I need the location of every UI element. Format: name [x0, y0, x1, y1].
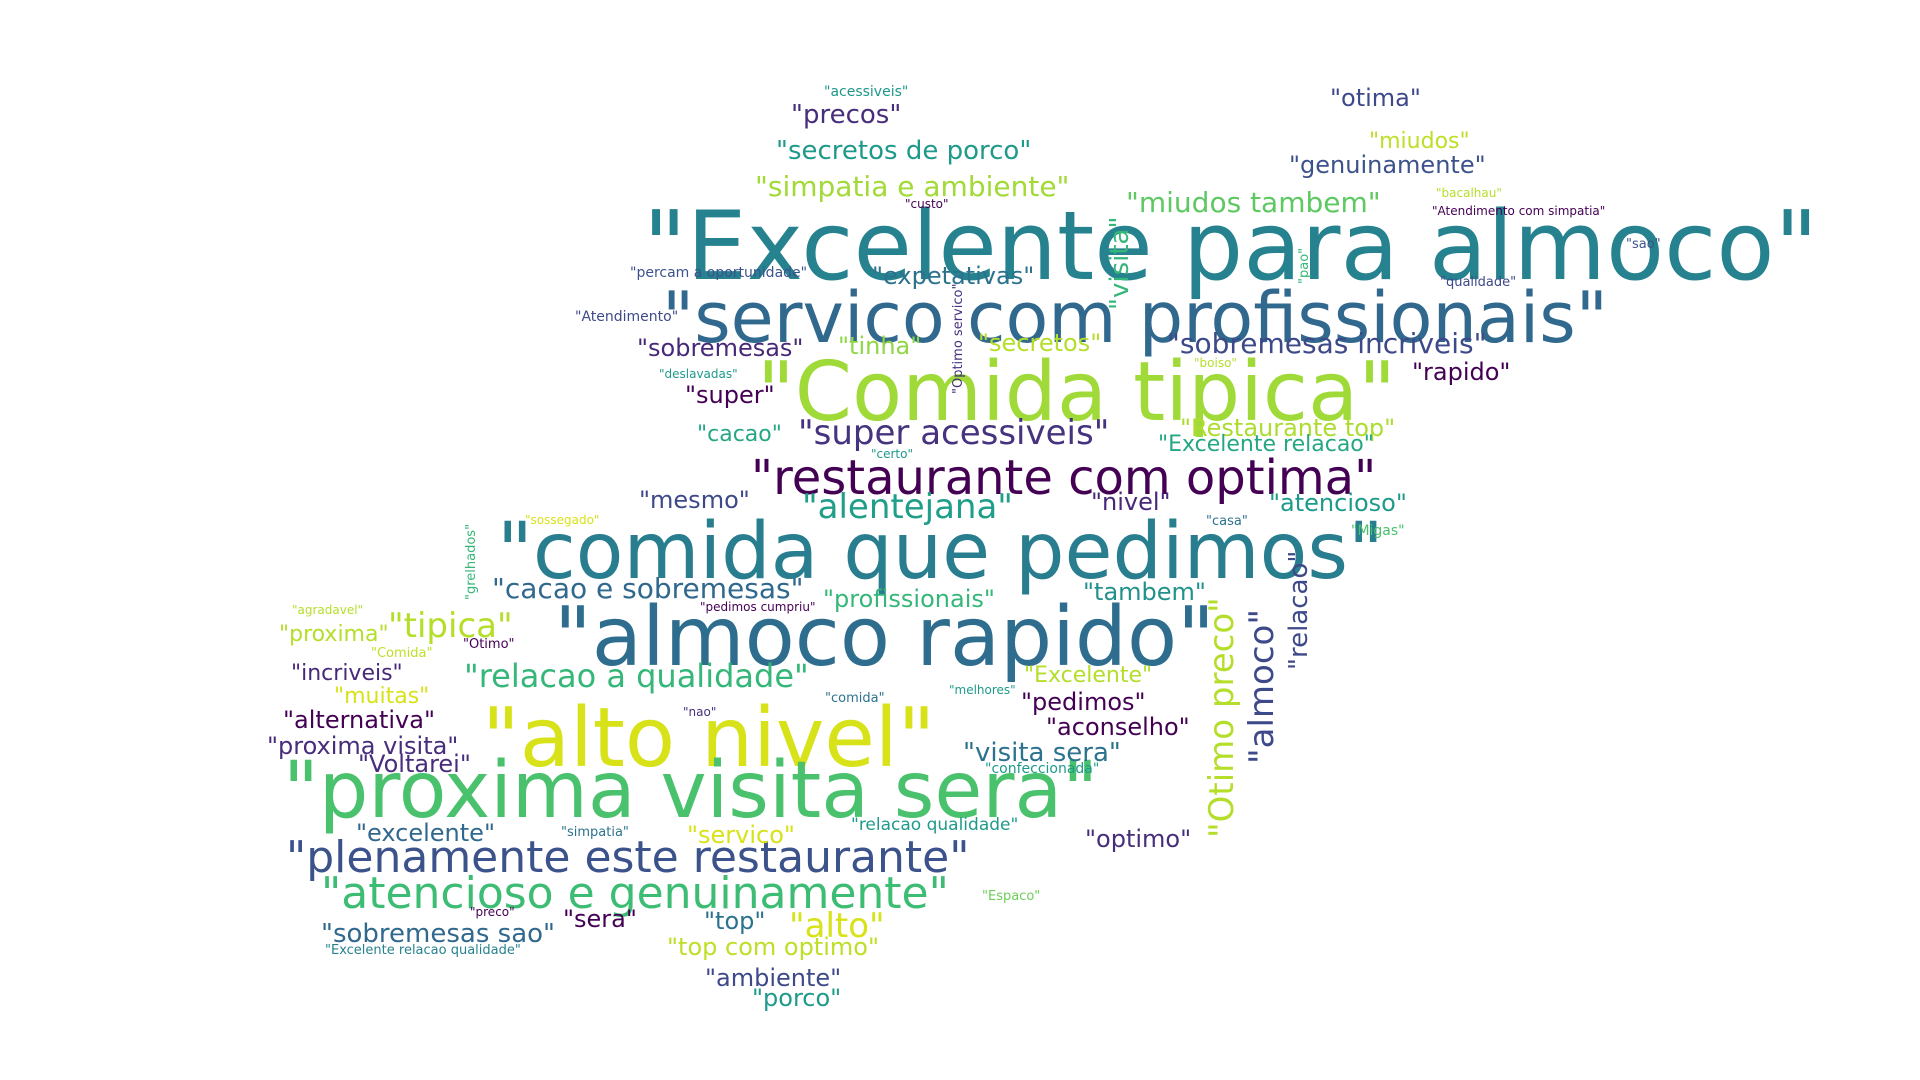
- word-almoco-vertical: "almoco": [1242, 609, 1282, 764]
- word-nivel: "nivel": [1091, 488, 1171, 516]
- word-pedimos-cumpriu: "pedimos cumpriu": [700, 600, 816, 614]
- word-restaurante-top: "Restaurante top": [1180, 414, 1396, 442]
- word-bacalhau: "bacalhau": [1436, 186, 1502, 200]
- word-proxima-visita-sera: "proxima visita sera": [283, 746, 1099, 836]
- word-otima: "otima": [1330, 84, 1421, 112]
- word-sera: "sera": [563, 905, 637, 933]
- word-servico: "servico": [687, 821, 795, 849]
- word-expetativas: "expetativas": [872, 262, 1035, 290]
- word-espaco: "Espaco": [982, 889, 1041, 904]
- word-grelhados-vertical: "grelhados": [464, 523, 479, 600]
- word-qualidade: "qualidade": [1440, 275, 1517, 290]
- word-porco: "porco": [752, 984, 842, 1012]
- word-atencioso-e-genuinamente: "atencioso e genuinamente": [321, 868, 949, 919]
- word-atencioso: "atencioso": [1269, 489, 1407, 517]
- word-visita-vertical: "visita": [1105, 216, 1135, 310]
- word-sobremesas-sao: "sobremesas sao": [321, 919, 555, 949]
- word-super-acessiveis: "super acessiveis": [798, 413, 1110, 453]
- word-almoco-rapido: "almoco rapido": [554, 590, 1215, 685]
- word-pao-vertical: "pao": [1297, 247, 1312, 284]
- word-excelente-small: "excelente": [356, 819, 495, 847]
- word-optimo: "optimo": [1085, 825, 1192, 853]
- word-percam-a-oportunidade: "percam a oportunidade": [630, 265, 808, 281]
- word-nao: "nao": [683, 705, 717, 719]
- word-ambiente: "ambiente": [705, 964, 842, 992]
- word-sossegado: "sossegado": [525, 513, 600, 527]
- word-relacao-qualidade: "relacao qualidade": [851, 815, 1019, 835]
- word-muitas: "muitas": [334, 684, 430, 709]
- word-secretos: "secretos": [978, 329, 1102, 357]
- word-miudos: "miudos": [1369, 129, 1470, 154]
- word-alentejana: "alentejana": [802, 487, 1013, 527]
- word-preco: "preco": [470, 905, 515, 919]
- word-top: "top": [704, 907, 766, 935]
- word-profissionais: "profissionais": [823, 585, 995, 613]
- word-otimo-preco-vertical: "Otimo preco": [1202, 597, 1242, 838]
- word-restaurante-com-optima: "restaurante com optima": [751, 450, 1377, 506]
- word-casa: "casa": [1206, 514, 1248, 529]
- word-proxima: "proxima": [279, 622, 389, 647]
- word-migas: "Migas": [1351, 523, 1405, 539]
- word-comida: "Comida": [371, 646, 433, 661]
- word-visita-sera: "visita sera": [963, 738, 1121, 768]
- word-secretos-de-porco: "secretos de porco": [776, 136, 1032, 166]
- word-tinha: "tinha": [838, 332, 922, 360]
- word-comida-que-pedimos: "comida que pedimos": [497, 507, 1384, 597]
- word-super: "super": [685, 381, 775, 409]
- word-otimo: "Otimo": [463, 637, 515, 652]
- word-optimo-servico-vertical: "Optimo servico": [951, 283, 966, 394]
- word-comida-small: "comida": [825, 691, 885, 706]
- word-incriveis: "incriveis": [291, 661, 403, 686]
- word-alternativa: "alternativa": [283, 706, 435, 734]
- word-proxima-visita: "proxima visita": [267, 732, 459, 760]
- word-sobremesas: "sobremesas": [637, 334, 804, 362]
- word-tambem: "tambem": [1083, 578, 1206, 606]
- word-certo: "certo": [871, 447, 913, 461]
- word-confeccionada: "confeccionada": [985, 761, 1100, 777]
- word-atendimento-com-simpatia: "Atendimento com simpatia": [1432, 204, 1606, 218]
- word-excelente: "Excelente": [1024, 663, 1153, 688]
- word-atendimento: "Atendimento": [575, 309, 679, 325]
- word-pedimos: "pedimos": [1021, 688, 1146, 716]
- word-aconselho: "aconselho": [1046, 713, 1190, 741]
- word-deslavadas: "deslavadas": [659, 367, 738, 381]
- word-cacao: "cacao": [697, 422, 782, 447]
- word-alto-nivel: "alto nivel": [482, 691, 936, 786]
- word-simpatia: "simpatia": [561, 825, 629, 840]
- word-voltarei: "Voltarei": [358, 750, 471, 778]
- word-simpatia-e-ambiente: "simpatia e ambiente": [755, 170, 1070, 203]
- word-melhores: "melhores": [949, 683, 1016, 697]
- word-acessiveis: "acessiveis": [824, 84, 909, 100]
- word-excelente-para-almoco: "Excelente para almoco": [643, 192, 1819, 302]
- word-relacao-vertical: "relacao": [1284, 550, 1314, 670]
- word-top-com-optimo: "top com optimo": [667, 933, 879, 961]
- word-sao: "sao": [1626, 237, 1661, 252]
- word-precos: "precos": [791, 100, 902, 130]
- word-servico-com-profissionais: "servico com profissionais": [662, 277, 1608, 359]
- word-boiso: "boiso": [1194, 356, 1237, 370]
- word-tipica: "tipica": [388, 606, 513, 646]
- word-sobremesas-incriveis: "sobremesas incriveis": [1167, 327, 1487, 360]
- word-genuinamente: "genuinamente": [1289, 151, 1486, 179]
- word-alto: "alto": [789, 906, 885, 946]
- word-miudos-tambem: "miudos tambem": [1126, 186, 1381, 219]
- word-plenamente-este-restaurante: "plenamente este restaurante": [286, 832, 970, 883]
- word-custo: "custo": [905, 197, 949, 211]
- word-mesmo: "mesmo": [639, 486, 750, 514]
- word-excelente-relacao-qualidade: "Excelente relacao qualidade": [325, 943, 521, 958]
- word-relacao-a-qualidade: "relacao a qualidade": [464, 657, 809, 695]
- word-excelente-relacao: "Excelente relacao": [1158, 432, 1374, 457]
- word-rapido: "rapido": [1412, 358, 1511, 386]
- word-comida-tipica-large: "Comida tipica": [757, 345, 1396, 440]
- word-cacao-e-sobremesas: "cacao e sobremesas": [492, 572, 804, 605]
- word-agradavel: "agradavel": [292, 603, 364, 617]
